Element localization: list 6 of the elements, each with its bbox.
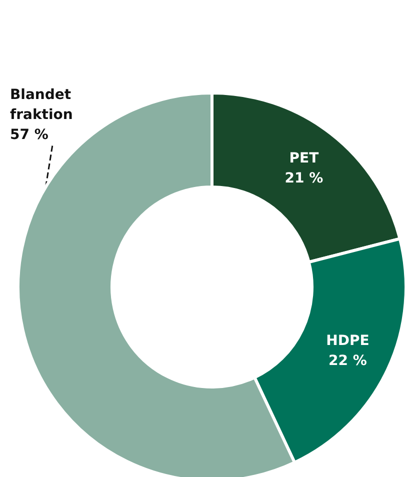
data-label: 22 % <box>328 352 367 369</box>
slice-label: HDPE <box>326 332 370 349</box>
slice-label: PET <box>289 150 320 166</box>
data-label: 57 % <box>10 127 48 143</box>
data-label: 21 % <box>284 170 324 186</box>
slice-label: Blandet fraktion <box>10 87 76 123</box>
